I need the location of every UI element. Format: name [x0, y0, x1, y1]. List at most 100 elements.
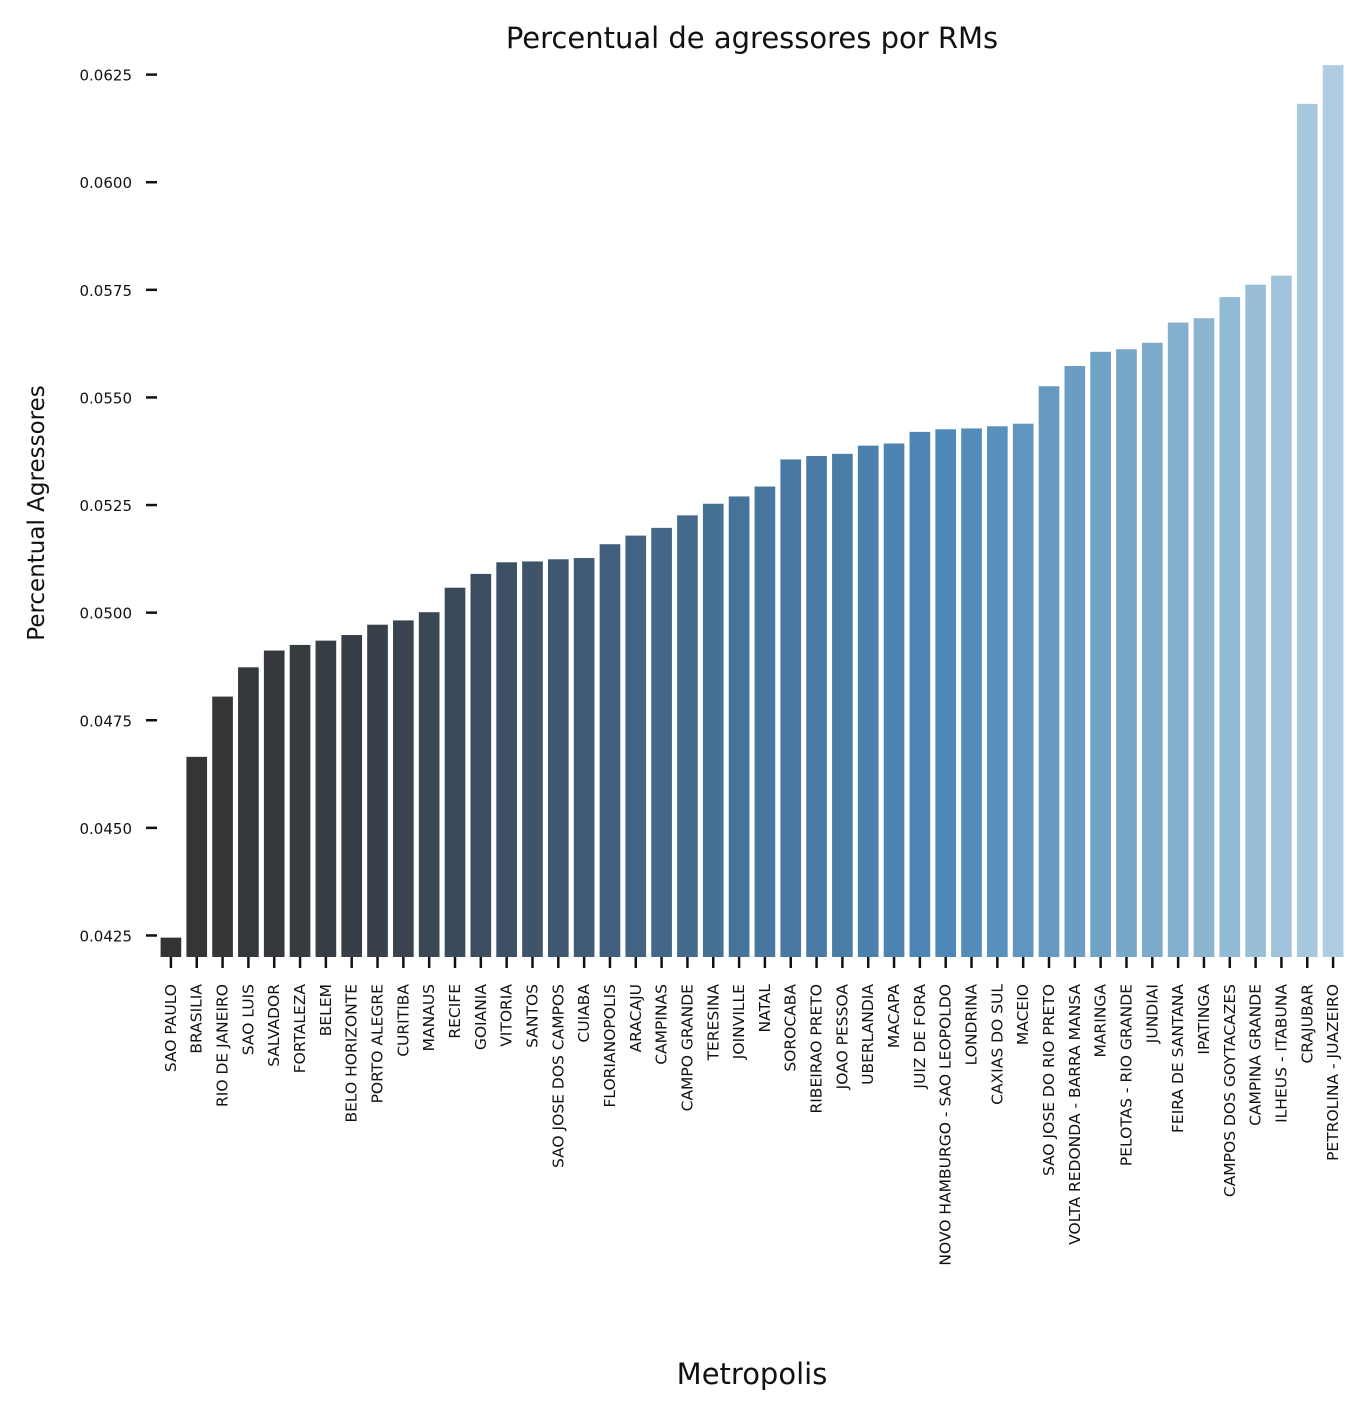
- x-tick-label: CAMPINAS: [653, 984, 671, 1065]
- bar: [1090, 351, 1111, 957]
- x-tick-label: SAO JOSE DOS CAMPOS: [549, 984, 567, 1168]
- x-axis-label: Metropolis: [677, 1357, 828, 1391]
- y-tick-label: 0.0550: [80, 389, 133, 407]
- bar: [1219, 297, 1241, 957]
- bar: [832, 453, 853, 957]
- bar: [754, 486, 776, 957]
- bar: [677, 515, 698, 957]
- bar: [547, 559, 569, 957]
- bar: [1322, 65, 1344, 957]
- x-tick-label: BRASILIA: [188, 984, 206, 1054]
- bar: [1167, 322, 1189, 957]
- y-tick-label: 0.0525: [80, 497, 133, 515]
- x-tick-label: JUNDIAI: [1143, 984, 1161, 1044]
- x-tick-label: UBERLANDIA: [859, 984, 877, 1085]
- x-tick-label: GOIANIA: [472, 984, 490, 1051]
- bar: [444, 587, 466, 957]
- bar: [1064, 366, 1086, 957]
- bar: [625, 535, 647, 957]
- x-tick-label: TERESINA: [704, 984, 722, 1062]
- x-tick-label: RIBEIRAO PRETO: [808, 984, 826, 1114]
- x-tick-label: CAXIAS DO SUL: [988, 984, 1006, 1105]
- bar: [1141, 342, 1163, 957]
- x-tick-label: MACAPA: [885, 984, 903, 1048]
- bar: [935, 429, 957, 957]
- x-tick-label: MANAUS: [420, 984, 438, 1051]
- bar: [651, 527, 672, 957]
- x-tick-label: CAMPO GRANDE: [678, 984, 696, 1111]
- bar: [418, 612, 440, 957]
- x-tick-label: VITORIA: [498, 984, 516, 1047]
- bar: [496, 562, 517, 957]
- x-tick-label: ARACAJU: [627, 984, 645, 1052]
- x-tick-label: SAO JOSE DO RIO PRETO: [1040, 984, 1058, 1176]
- bar: [393, 620, 414, 957]
- bar: [1296, 103, 1318, 957]
- x-tick-label: CAMPOS DOS GOYTACAZES: [1221, 984, 1239, 1197]
- x-tick-label: NOVO HAMBURGO - SAO LEOPOLDO: [937, 984, 955, 1266]
- bar: [367, 624, 388, 957]
- bar: [1245, 284, 1266, 957]
- bar: [702, 503, 724, 957]
- y-tick-label: 0.0450: [80, 820, 133, 838]
- bar: [780, 459, 802, 957]
- bar: [728, 496, 750, 957]
- x-tick-label: SALVADOR: [265, 984, 283, 1067]
- x-tick-label: BELEM: [317, 984, 335, 1036]
- x-tick-label: SAO LUIS: [239, 984, 257, 1055]
- x-tick-label: RIO DE JANEIRO: [214, 984, 232, 1107]
- bar: [1038, 386, 1060, 957]
- x-tick-label: IPATINGA: [1195, 984, 1213, 1055]
- x-tick-label: FLORIANOPOLIS: [601, 984, 619, 1108]
- bar: [1193, 318, 1215, 958]
- x-tick-label: RECIFE: [446, 984, 464, 1039]
- bar: [263, 650, 285, 957]
- x-tick-label: BELO HORIZONTE: [343, 984, 361, 1123]
- x-tick-label: ILHEUS - ITABUNA: [1272, 984, 1290, 1123]
- y-axis: 0.0425 0.0450 0.0475 0.0500 0.0525 0.0550 0.05…: [80, 67, 157, 945]
- y-axis-label: Percentual Agressores: [24, 385, 50, 640]
- bar: [1012, 423, 1034, 957]
- y-tick-label: 0.0500: [80, 605, 133, 623]
- x-tick-label: CAMPINA GRANDE: [1247, 984, 1265, 1126]
- x-tick-label: SOROCABA: [782, 984, 800, 1072]
- bar: [806, 455, 827, 957]
- x-axis: SAO PAULO BRASILIA RIO DE JANEIRO SAO LUIS S…: [162, 957, 1342, 1266]
- x-tick-label: MARINGA: [1092, 984, 1110, 1058]
- chart-title: Percentual de agressores por RMs: [506, 21, 998, 55]
- y-tick-label: 0.0575: [80, 282, 133, 300]
- bar: [961, 428, 982, 957]
- bar: [1271, 275, 1292, 957]
- y-tick-label: 0.0425: [80, 927, 133, 945]
- bar: [315, 640, 337, 957]
- x-tick-label: FORTALEZA: [291, 984, 309, 1074]
- bar: [599, 544, 621, 957]
- x-tick-label: LONDRINA: [963, 984, 981, 1066]
- bar: [470, 573, 492, 957]
- x-tick-label: SAO PAULO: [162, 984, 180, 1072]
- bar: [160, 937, 182, 957]
- bar: [857, 445, 879, 957]
- x-tick-label: PELOTAS - RIO GRANDE: [1117, 984, 1135, 1166]
- bar: [883, 443, 905, 957]
- bar: [1116, 349, 1137, 958]
- bar: [909, 431, 931, 957]
- y-tick-label: 0.0475: [80, 712, 133, 730]
- y-tick-label: 0.0625: [80, 67, 133, 85]
- x-tick-label: JOAO PESSOA: [833, 984, 851, 1091]
- x-tick-label: VOLTA REDONDA - BARRA MANSA: [1066, 984, 1084, 1245]
- bar: [341, 635, 363, 957]
- x-tick-label: FEIRA DE SANTANA: [1169, 984, 1187, 1133]
- x-tick-label: NATAL: [756, 984, 774, 1033]
- y-tick-label: 0.0600: [80, 174, 133, 192]
- x-tick-label: CRAJUBAR: [1298, 984, 1316, 1064]
- bars-group: [160, 65, 1344, 958]
- x-tick-label: CUIABA: [575, 984, 593, 1043]
- bar: [186, 756, 208, 957]
- x-tick-label: SANTOS: [523, 984, 541, 1048]
- bar: [289, 644, 311, 957]
- x-tick-label: PETROLINA - JUAZEIRO: [1324, 984, 1342, 1161]
- x-tick-label: CURITIBA: [394, 984, 412, 1057]
